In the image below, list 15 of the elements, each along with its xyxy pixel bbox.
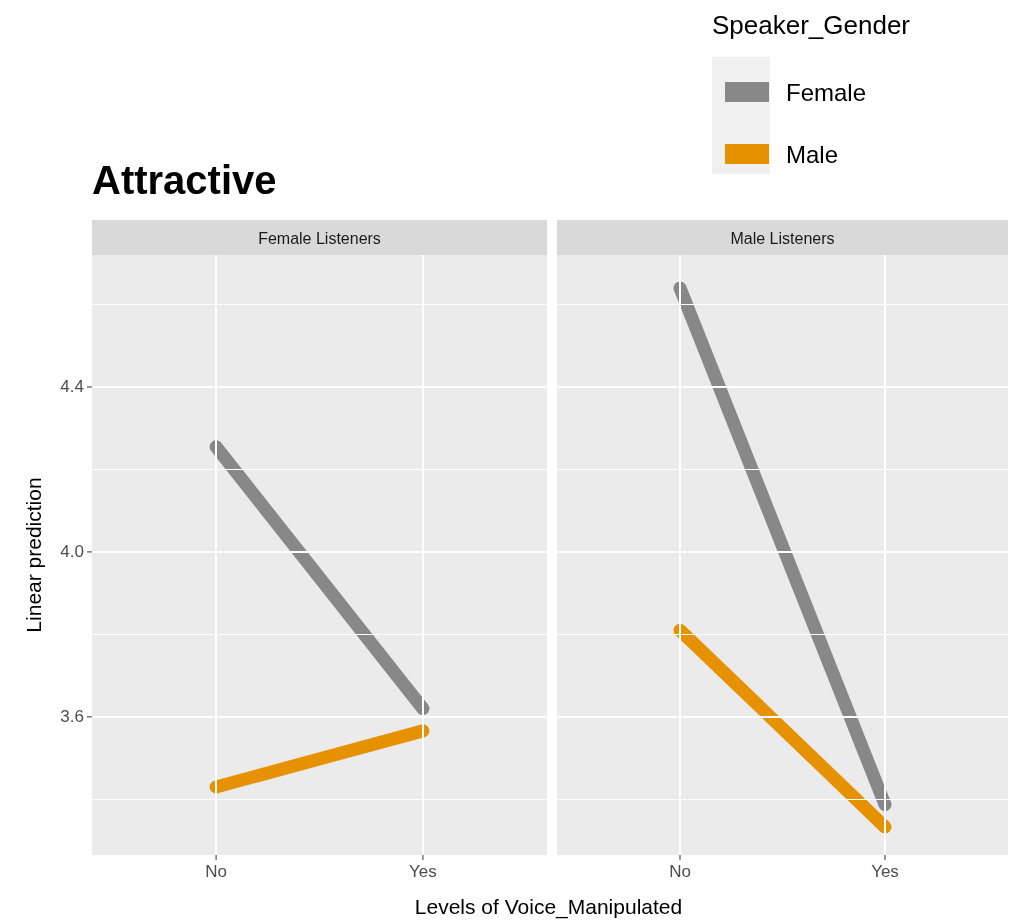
- legend-label: Female: [786, 78, 867, 106]
- legend-title: Speaker_Gender: [712, 10, 911, 40]
- x-tick-label: No: [205, 862, 227, 881]
- y-tick-label: 4.0: [60, 542, 84, 562]
- x-tick-label: Yes: [409, 862, 437, 881]
- y-axis-title: Linear prediction: [21, 477, 45, 633]
- chart-title: Attractive: [92, 158, 277, 202]
- y-tick-label: 4.4: [60, 377, 84, 397]
- chart-subtitle: Male Listeners: [730, 229, 835, 247]
- chart-subtitle: Female Listeners: [258, 229, 381, 247]
- legend-label: Male: [786, 140, 839, 168]
- x-axis-title: Levels of Voice_Manipulated: [414, 894, 683, 919]
- x-tick-label: Yes: [871, 862, 899, 881]
- x-tick-label: No: [669, 862, 691, 881]
- y-tick-label: 3.6: [60, 707, 84, 727]
